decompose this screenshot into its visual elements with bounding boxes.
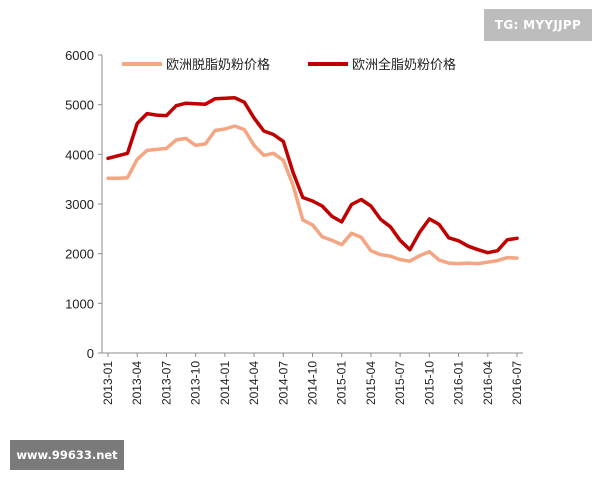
x-tick-label: 2015-10 — [422, 361, 436, 405]
series-line-whole — [106, 95, 519, 255]
watermark-top: TG: MYYJJPP — [484, 9, 592, 41]
x-tick-label: 2013-04 — [130, 361, 144, 405]
y-tick-label: 5000 — [65, 98, 94, 113]
legend: 欧洲脱脂奶粉价格 欧洲全脂奶粉价格 — [122, 57, 456, 73]
x-tick-label: 2014-07 — [276, 361, 290, 405]
y-tick-label: 2000 — [65, 247, 94, 262]
x-tick-label: 2016-07 — [510, 361, 524, 405]
x-tick-label: 2015-04 — [364, 361, 378, 405]
x-tick-labels: 2013-01 2013-04 2013-07 2013-10 2014-01 2014-… — [101, 353, 524, 405]
y-tick-label: 6000 — [65, 48, 94, 63]
y-tick-label: 4000 — [65, 147, 94, 162]
series-lines — [106, 95, 519, 266]
x-tick-label: 2015-01 — [335, 361, 349, 405]
x-tick-label: 2013-07 — [159, 361, 173, 405]
series-line-skim — [106, 124, 519, 266]
legend-item-skim: 欧洲脱脂奶粉价格 — [122, 57, 270, 73]
y-tick-label: 1000 — [65, 296, 94, 311]
x-tick-label: 2014-10 — [306, 361, 320, 405]
legend-label-skim: 欧洲脱脂奶粉价格 — [166, 57, 270, 73]
y-tick-label: 3000 — [65, 197, 94, 212]
y-tick-labels: 0 1000 2000 3000 4000 5000 6000 — [65, 48, 102, 361]
x-tick-label: 2014-04 — [247, 361, 261, 405]
legend-label-whole: 欧洲全脂奶粉价格 — [352, 57, 456, 73]
y-tick-label: 0 — [87, 346, 94, 361]
x-tick-label: 2016-01 — [452, 361, 466, 405]
legend-item-whole: 欧洲全脂奶粉价格 — [308, 57, 456, 73]
x-tick-label: 2013-01 — [101, 361, 115, 405]
x-tick-label: 2013-10 — [189, 361, 203, 405]
watermark-bottom: www.99633.net — [10, 440, 124, 470]
x-tick-label: 2016-04 — [481, 361, 495, 405]
x-tick-label: 2015-07 — [393, 361, 407, 405]
x-tick-label: 2014-01 — [218, 361, 232, 405]
